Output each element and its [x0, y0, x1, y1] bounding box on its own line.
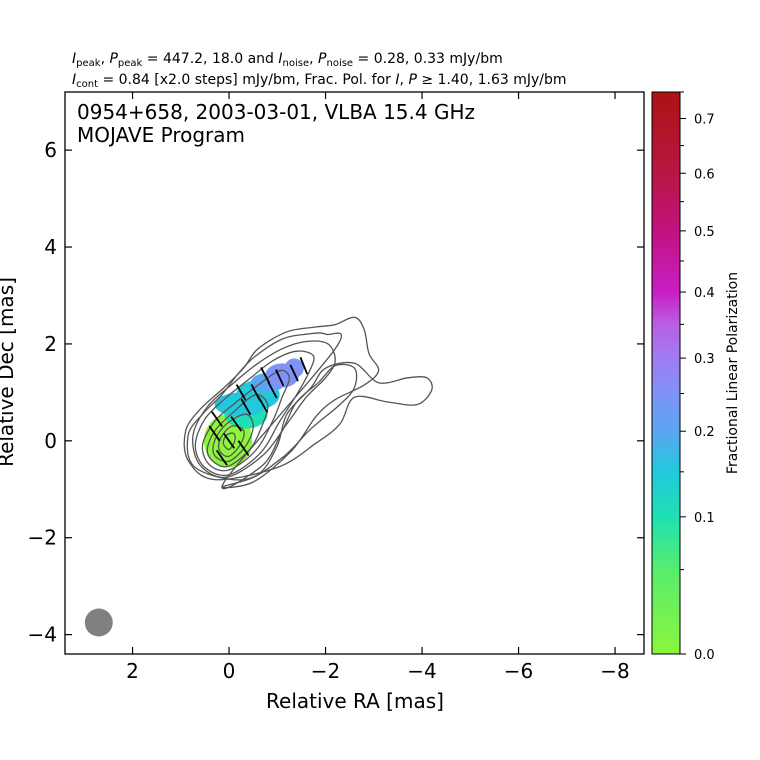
header-fragment: I [72, 72, 76, 88]
x-tick-label: 0 [223, 659, 236, 683]
y-axis-label: Relative Dec [mas] [0, 277, 18, 467]
evpa-tick [275, 369, 285, 387]
header-fragment: = 0.84 [x2.0 steps] mJy/bm, Frac. Pol. f… [98, 72, 395, 88]
contour-level [222, 432, 236, 451]
evpa-tick [260, 367, 271, 384]
header-fragment: P [109, 51, 118, 67]
plot-area: 2 0 −2 −4 −6 −8 −4 −2 0 2 4 6 0954+658, 2003-03-01… [28, 91, 645, 683]
x-axis-ticks: 2 0 −2 −4 −6 −8 [126, 92, 630, 683]
colorbar-tick-label: 0.7 [694, 112, 715, 127]
contour-level [191, 340, 336, 479]
y-tick-label: 4 [44, 235, 57, 259]
x-tick-label: −4 [407, 659, 436, 683]
header-fragment: I [278, 51, 282, 67]
contour-level [183, 316, 433, 489]
plot-background [65, 92, 644, 654]
y-axis-ticks: −4 −2 0 2 4 6 [28, 138, 644, 647]
x-tick-label: 2 [126, 659, 139, 683]
colorbar-tick-label: 0.6 [694, 167, 715, 182]
colorbar: 0.0 0.1 0.2 0.3 0.4 0.5 0.6 0.7 Fractional Line… [651, 91, 741, 663]
y-tick-label: 2 [44, 332, 57, 356]
x-axis-label: Relative RA [mas] [266, 689, 444, 713]
header-fragment: cont [76, 79, 98, 90]
header-fragment: peak [118, 58, 143, 69]
header-fragment: ≥ 1.40, 1.63 mJy/bm [417, 72, 567, 88]
header-fragment: , [101, 51, 110, 67]
contour-level [186, 332, 358, 490]
colorbar-tick-label: 0.0 [694, 648, 715, 663]
evpa-tick [240, 398, 252, 416]
header-fragment: = 0.28, 0.33 mJy/bm [353, 51, 503, 67]
header-fragment: P [318, 51, 327, 67]
header-fragment: P [408, 72, 417, 88]
colorbar-label: Fractional Linear Polarization [725, 272, 741, 474]
evpa-tick [235, 384, 247, 401]
header-fragment: , [400, 72, 409, 88]
header-line-2: Icont = 0.84 [x2.0 steps] mJy/bm, Frac. … [72, 72, 567, 90]
colorbar-scale [651, 91, 681, 655]
colorbar-tick-label: 0.3 [694, 352, 715, 367]
header-fragment: , [309, 51, 318, 67]
evpa-tick [215, 449, 228, 466]
x-tick-label: −2 [311, 659, 340, 683]
evpa-tick [230, 415, 243, 432]
header-fragment: I [395, 72, 399, 88]
header-fragment: noise [283, 58, 310, 69]
header-fragment: noise [326, 58, 353, 69]
contour-level [201, 369, 291, 472]
plot-frame [64, 91, 645, 655]
header-fragment: I [72, 51, 76, 67]
evpa-tick [250, 384, 261, 401]
colorbar-tick-label: 0.1 [694, 511, 715, 526]
chart-title-line-1: 0954+658, 2003-03-01, VLBA 15.4 GHz [77, 100, 475, 124]
colorbar-tick-label: 0.2 [694, 425, 715, 440]
contour-level [194, 350, 315, 476]
beam-ellipse [84, 608, 113, 637]
x-tick-label: −6 [504, 659, 533, 683]
evpa-tick [208, 425, 221, 442]
y-tick-label: 6 [44, 138, 57, 162]
header-fragment: = 447.2, 18.0 and [142, 51, 278, 67]
chart-title-line-2: MOJAVE Program [77, 123, 245, 147]
header-fragment: peak [76, 58, 101, 69]
evpa-tick [299, 357, 309, 375]
colorbar-ticks: 0.0 0.1 0.2 0.3 0.4 0.5 0.6 0.7 [680, 91, 715, 663]
contour-level [206, 394, 269, 468]
x-tick-label: −8 [600, 659, 629, 683]
polarization-pixel-patch [284, 358, 304, 378]
header-line-1: Ipeak, Ppeak = 447.2, 18.0 and Inoise, P… [72, 51, 503, 69]
evpa-tick [289, 364, 299, 382]
evpa-tick [223, 432, 235, 449]
evpa-tick [211, 411, 223, 427]
colorbar-tick-label: 0.4 [694, 286, 715, 301]
evpa-tick [237, 440, 250, 456]
evpa-tick [267, 381, 278, 399]
colorbar-tick-label: 0.5 [694, 225, 715, 240]
y-tick-label: 0 [44, 429, 57, 453]
y-tick-label: −2 [28, 526, 57, 550]
contour-level [212, 413, 254, 463]
evpa-ticks [208, 357, 309, 466]
y-tick-label: −4 [28, 623, 57, 647]
